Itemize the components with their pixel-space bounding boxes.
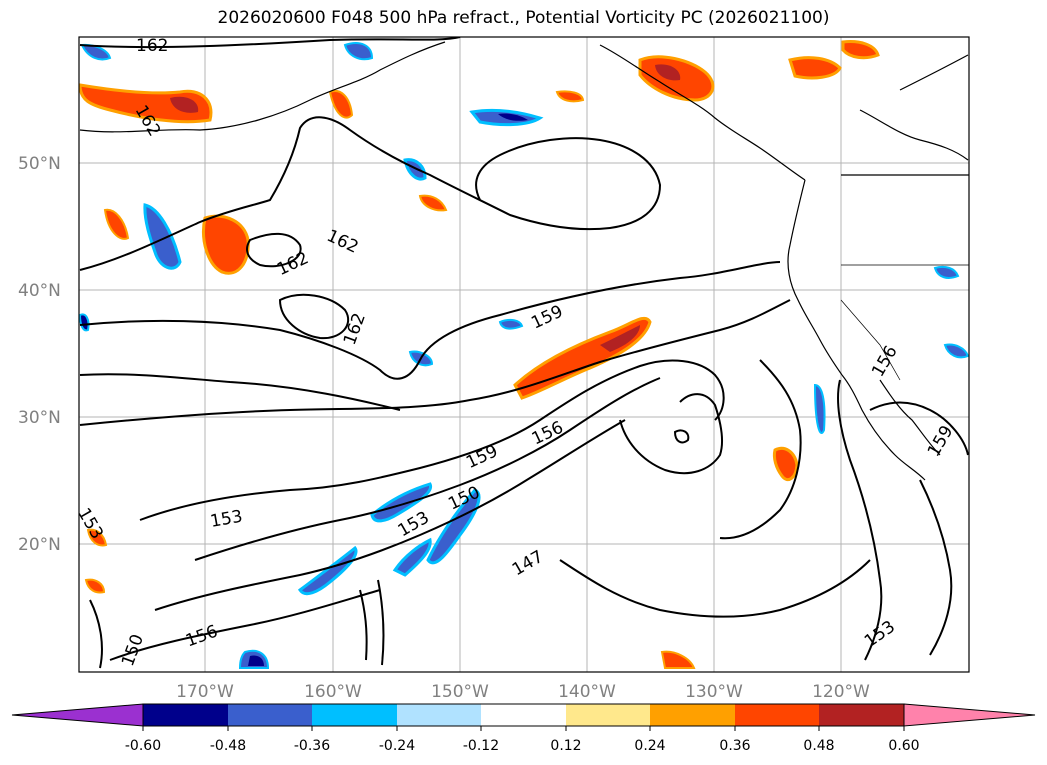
map-title: 2026020600 F048 500 hPa refract., Potent…: [217, 8, 830, 28]
pv-positive-patch: [202, 214, 250, 275]
colorbar-tick-label: -0.12: [463, 738, 499, 754]
pv-negative-patch: [498, 318, 524, 330]
colorbar-tick-label: -0.36: [294, 738, 330, 754]
colorbar-bin: [566, 704, 650, 726]
pv-positive-patch: [86, 528, 108, 547]
pv-positive-patch: [328, 90, 354, 119]
colorbar-extend-min: [11, 703, 144, 727]
colorbar-bin: [735, 704, 819, 726]
pv-positive-patch: [418, 194, 448, 212]
pv-positive-patch: [555, 90, 585, 103]
pv-positive-patch: [660, 650, 696, 669]
lon-label: 160°W: [304, 682, 362, 702]
lat-label: 20°N: [18, 535, 61, 555]
contour-label: 162: [136, 36, 168, 56]
colorbar-bin: [228, 704, 312, 726]
colorbar-tick-label: 0.60: [888, 738, 919, 754]
colorbar-bin: [819, 704, 904, 726]
pv-negative-patch: [103, 208, 130, 240]
lat-label: 40°N: [18, 281, 61, 301]
colorbar-bin: [312, 704, 397, 726]
colorbar-bin: [481, 704, 566, 726]
pv-positive-core: [655, 64, 681, 81]
colorbar-tick-label: 0.24: [634, 738, 665, 754]
coastlines: [79, 41, 969, 481]
lon-label: 130°W: [685, 682, 743, 702]
pv-negative-patch: [370, 482, 433, 523]
lat-label: 50°N: [18, 154, 61, 174]
colorbar-tick-label: 0.12: [550, 738, 581, 754]
height-contours: [79, 37, 969, 669]
colorbar-bin: [397, 704, 481, 726]
map-frame: [78, 36, 970, 673]
pv-negative-patch: [813, 383, 826, 434]
map-area: 162 162 162 162 162 159 159 159 156 156 …: [79, 36, 969, 672]
pv-positive-core: [600, 325, 640, 352]
pv-negative-patch: [143, 203, 182, 270]
pv-positive-patch: [79, 83, 213, 124]
latitude-labels: 50°N 40°N 30°N 20°N: [18, 154, 61, 555]
colorbar-extend-max: [903, 703, 1036, 727]
pv-negative-patch: [426, 488, 481, 565]
pv-positive-patch: [84, 578, 106, 594]
colorbar-tick-label: -0.24: [379, 738, 415, 754]
pv-negative-core: [498, 113, 528, 121]
pv-positive-patch: [772, 446, 799, 481]
pv-negative-patch: [392, 537, 432, 577]
pv-positive-patch: [841, 40, 880, 60]
colorbar-bin: [650, 704, 735, 726]
pv-positive-patch: [788, 56, 842, 80]
pv-negative-patch: [79, 313, 90, 332]
lon-label: 150°W: [431, 682, 489, 702]
pv-positive-core: [170, 96, 199, 113]
pv-negative-patch: [343, 42, 374, 61]
lat-label: 30°N: [18, 408, 61, 428]
pv-negative-core: [248, 655, 264, 666]
colorbar-bin: [143, 704, 228, 726]
colorbar-ticks: [142, 726, 905, 731]
lon-label: 170°W: [176, 682, 234, 702]
graticule: [79, 37, 969, 672]
colorbar: -0.60 -0.48 -0.36 -0.24 -0.12 0.12 0.24 …: [11, 703, 1036, 754]
lon-label: 120°W: [812, 682, 870, 702]
pv-negative-patch: [403, 158, 427, 181]
lon-label: 140°W: [558, 682, 616, 702]
pv-negative-patch: [933, 265, 960, 279]
pv-negative-patch: [943, 343, 969, 359]
colorbar-tick-label: 0.36: [719, 738, 750, 754]
colorbar-tick-label: -0.48: [210, 738, 246, 754]
colorbar-tick-label: 0.48: [803, 738, 834, 754]
colorbar-tick-label: -0.60: [125, 738, 161, 754]
longitude-labels: 170°W 160°W 150°W 140°W 130°W 120°W: [176, 682, 870, 702]
